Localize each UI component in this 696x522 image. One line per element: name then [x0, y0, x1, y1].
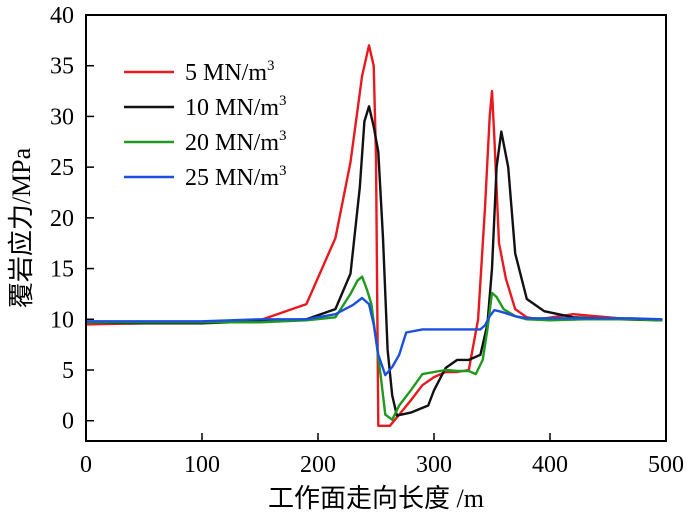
plot-frame	[85, 14, 667, 442]
y-tick-label: 10	[50, 307, 74, 333]
legend-label-text: 5 MN/m	[185, 60, 267, 86]
legend-label-text: 10 MN/m	[185, 95, 279, 121]
legend-item-2: 10 MN/m3	[124, 93, 287, 121]
x-tick-label: 100	[184, 452, 220, 478]
legend-label: 25 MN/m3	[185, 163, 287, 191]
y-tick-label: 30	[50, 104, 74, 130]
y-tick-label: 5	[62, 358, 74, 384]
y-tick-label: 15	[50, 257, 74, 283]
series-line-3	[86, 275, 663, 421]
legend-label: 10 MN/m3	[185, 93, 287, 121]
legend-label-superscript: 3	[267, 58, 275, 74]
x-tick-label: 0	[80, 452, 92, 478]
x-axis-title: 工作面走向长度 /m	[268, 484, 484, 513]
series-line-4	[86, 296, 663, 377]
legend-item-1: 5 MN/m3	[124, 58, 275, 86]
y-axis-title: 覆岩应力/MPa	[7, 147, 36, 308]
y-tick-label: 35	[50, 54, 74, 80]
legend-item-4: 25 MN/m3	[124, 163, 287, 191]
legend-label: 5 MN/m3	[185, 58, 275, 86]
axis-ticks: 0 100 200 300 400 500 0 5 10 15 20 25 30 35 40	[50, 3, 684, 478]
x-tick-label: 300	[416, 452, 452, 478]
series-line-2	[85, 105, 663, 417]
legend-label-superscript: 3	[279, 163, 287, 179]
x-tick-label: 500	[648, 452, 684, 478]
legend-label-text: 20 MN/m	[185, 130, 279, 156]
y-tick-label: 0	[62, 409, 74, 435]
legend-label-superscript: 3	[279, 128, 287, 144]
legend-label-superscript: 3	[279, 93, 287, 109]
plot-lines	[85, 44, 663, 427]
legend-label-text: 25 MN/m	[185, 165, 279, 191]
y-tick-label: 25	[50, 155, 74, 181]
y-tick-label: 40	[50, 3, 74, 29]
y-tick-label: 20	[50, 206, 74, 232]
series-line-1	[85, 44, 663, 427]
x-tick-label: 200	[300, 452, 336, 478]
x-tick-label: 400	[532, 452, 568, 478]
legend-label: 20 MN/m3	[185, 128, 287, 156]
legend-item-3: 20 MN/m3	[124, 128, 287, 156]
